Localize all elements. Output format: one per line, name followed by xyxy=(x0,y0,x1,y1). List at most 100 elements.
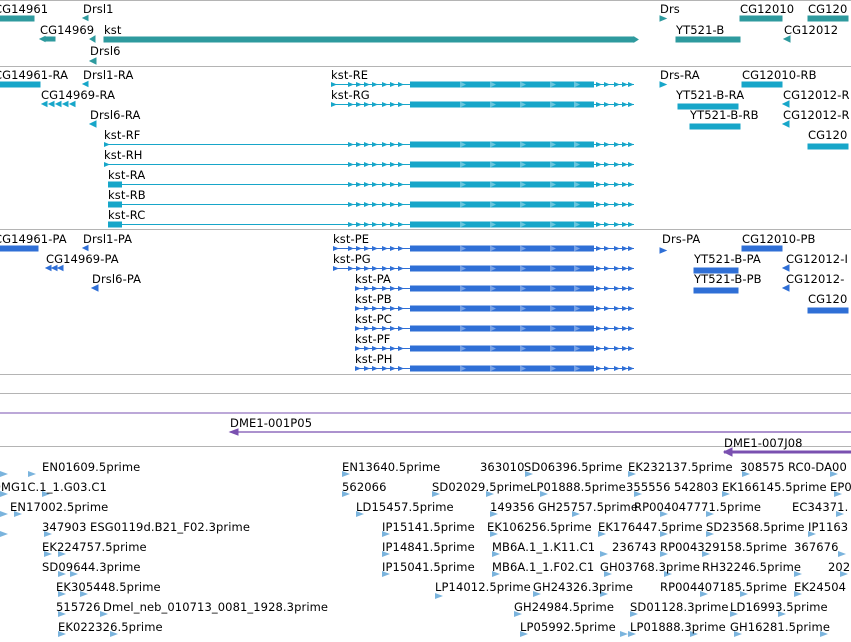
protein-glyph-kst-ph[interactable] xyxy=(355,365,634,372)
est-label[interactable]: 562066 xyxy=(342,480,387,494)
mrna-glyph-kst-rf[interactable] xyxy=(104,141,634,148)
protein-glyph-kst-pb[interactable] xyxy=(355,305,634,312)
bac-label-dme1-001p05[interactable]: DME1-001P05 xyxy=(230,416,313,430)
est-label[interactable]: SD06396.5prime xyxy=(524,460,623,474)
est-label[interactable]: MB6A.1_1.K11.C1 xyxy=(492,540,596,554)
est-glyph[interactable] xyxy=(794,591,802,597)
est-label[interactable]: GH25757.5prime xyxy=(538,500,639,514)
est-label[interactable]: EK232137.5prime xyxy=(628,460,733,474)
est-label[interactable]: LD15457.5prime xyxy=(356,500,454,514)
est-glyph[interactable] xyxy=(702,551,710,557)
mrna-label-kst-ra[interactable]: kst-RA xyxy=(108,168,146,182)
est-glyph[interactable] xyxy=(0,511,8,517)
mrna-label-kst-rh[interactable]: kst-RH xyxy=(104,148,143,162)
protein-label-kst-pg[interactable]: kst-PG xyxy=(333,252,371,266)
protein-glyph-drsl6-pa[interactable] xyxy=(90,284,99,292)
est-label[interactable]: LP05992.5prime xyxy=(520,620,616,634)
est-label[interactable]: 542803 xyxy=(674,480,719,494)
est-glyph[interactable] xyxy=(572,511,580,517)
gene-label-yt521-b[interactable]: YT521-B xyxy=(676,23,725,37)
mrna-label-kst-rc[interactable]: kst-RC xyxy=(108,208,146,222)
est-glyph[interactable] xyxy=(492,571,500,577)
est-glyph[interactable] xyxy=(435,593,443,599)
est-glyph[interactable] xyxy=(660,531,668,537)
est-glyph[interactable] xyxy=(514,611,522,617)
est-glyph[interactable] xyxy=(520,631,528,637)
est-glyph[interactable] xyxy=(660,511,668,517)
protein-glyph-yt521-b-pb[interactable] xyxy=(693,287,739,294)
mrna-glyph-drsl6-ra[interactable] xyxy=(88,120,97,128)
est-glyph[interactable] xyxy=(14,511,22,517)
est-glyph[interactable] xyxy=(58,551,66,557)
protein-label-drs-pa[interactable]: Drs-PA xyxy=(662,232,701,246)
mrna-label-kst-rf[interactable]: kst-RF xyxy=(104,128,141,142)
est-glyph[interactable] xyxy=(838,551,846,557)
protein-glyph-kst-pg[interactable] xyxy=(333,265,634,272)
est-glyph[interactable] xyxy=(628,471,636,477)
protein-label-cg14969-pa[interactable]: CG14969-PA xyxy=(46,252,119,266)
protein-glyph-drs-pa[interactable] xyxy=(659,247,668,254)
protein-glyph-kst-pa[interactable] xyxy=(355,285,634,292)
est-glyph[interactable] xyxy=(100,611,108,617)
est-label[interactable]: EC34371. xyxy=(792,500,849,514)
est-glyph[interactable] xyxy=(42,491,50,497)
protein-label-kst-pa[interactable]: kst-PA xyxy=(355,272,391,286)
est-glyph[interactable] xyxy=(706,511,714,517)
est-label[interactable]: EN17002.5prime xyxy=(10,500,109,514)
protein-label-yt521-b-pa[interactable]: YT521-B-PA xyxy=(694,252,761,266)
mrna-glyph-cg12010-rb[interactable] xyxy=(741,81,783,88)
est-glyph[interactable] xyxy=(794,571,802,577)
protein-glyph-kst-pe[interactable] xyxy=(333,245,634,252)
est-label[interactable]: GH03768.3prime xyxy=(600,560,701,574)
protein-label-cg120[interactable]: CG120 xyxy=(808,292,848,306)
mrna-label-kst-re[interactable]: kst-RE xyxy=(331,68,369,82)
mrna-glyph-kst-ra[interactable] xyxy=(108,181,634,188)
gene-label-drsl6[interactable]: Drsl6 xyxy=(90,44,121,58)
mrna-glyph-drsl1-ra[interactable] xyxy=(81,80,89,88)
gene-label-cg12010[interactable]: CG12010 xyxy=(740,2,795,16)
gene-glyph-kst-body[interactable] xyxy=(103,36,635,43)
mrna-label-kst-rg[interactable]: kst-RG xyxy=(331,88,370,102)
est-label[interactable]: GH24326.3prime xyxy=(533,580,634,594)
est-label[interactable]: IP14841.5prime xyxy=(382,540,475,554)
est-glyph[interactable] xyxy=(600,551,608,557)
protein-label-drsl1-pa[interactable]: Drsl1-PA xyxy=(83,232,133,246)
est-glyph[interactable] xyxy=(44,531,52,537)
est-glyph[interactable] xyxy=(356,511,364,517)
gene-glyph-cg14969[interactable] xyxy=(38,35,56,43)
mrna-label-kst-rb[interactable]: kst-RB xyxy=(108,188,146,202)
mrna-glyph-cg12012-ra[interactable] xyxy=(781,100,790,128)
gene-label-cg14961[interactable]: CG14961 xyxy=(0,2,49,16)
est-glyph[interactable] xyxy=(630,611,638,617)
est-label[interactable]: 149356 xyxy=(490,500,535,514)
protein-glyph-cg14969-pa[interactable] xyxy=(44,264,64,272)
est-glyph[interactable] xyxy=(600,591,608,597)
est-glyph[interactable] xyxy=(0,531,8,537)
protein-label-kst-pe[interactable]: kst-PE xyxy=(333,232,370,246)
est-label[interactable]: RP004047771.5prime xyxy=(634,500,762,514)
est-glyph[interactable] xyxy=(490,511,498,517)
est-glyph[interactable] xyxy=(830,471,838,477)
mrna-glyph-cg14961-ra[interactable] xyxy=(0,81,41,88)
est-glyph[interactable] xyxy=(44,551,52,557)
protein-label-cg12012-pa[interactable]: CG12012-I xyxy=(786,252,848,266)
mrna-label-cg12010-rb[interactable]: CG12010-RB xyxy=(742,68,817,82)
mrna-glyph-cg120[interactable] xyxy=(807,143,849,150)
est-glyph[interactable] xyxy=(706,531,714,537)
est-glyph[interactable] xyxy=(110,631,118,637)
est-glyph[interactable] xyxy=(0,471,8,477)
protein-label-cg12010-pb[interactable]: CG12010-PB xyxy=(742,232,816,246)
mrna-glyph-yt521-b-ra[interactable] xyxy=(677,103,739,110)
est-label[interactable]: 355556 xyxy=(626,480,671,494)
est-glyph[interactable] xyxy=(70,571,78,577)
gene-label-kst[interactable]: kst xyxy=(104,23,122,37)
est-glyph[interactable] xyxy=(382,531,390,537)
protein-label-yt521-b-pb[interactable]: YT521-B-PB xyxy=(694,272,762,286)
est-label[interactable]: LP14012.5prime xyxy=(435,580,531,594)
est-glyph[interactable] xyxy=(58,571,66,577)
est-label[interactable]: EP0 xyxy=(830,480,851,494)
gene-glyph-cg12010[interactable] xyxy=(739,15,783,22)
est-label[interactable]: 363010 xyxy=(480,460,525,474)
gene-glyph-cg12012[interactable] xyxy=(782,35,791,43)
est-glyph[interactable] xyxy=(690,631,698,637)
